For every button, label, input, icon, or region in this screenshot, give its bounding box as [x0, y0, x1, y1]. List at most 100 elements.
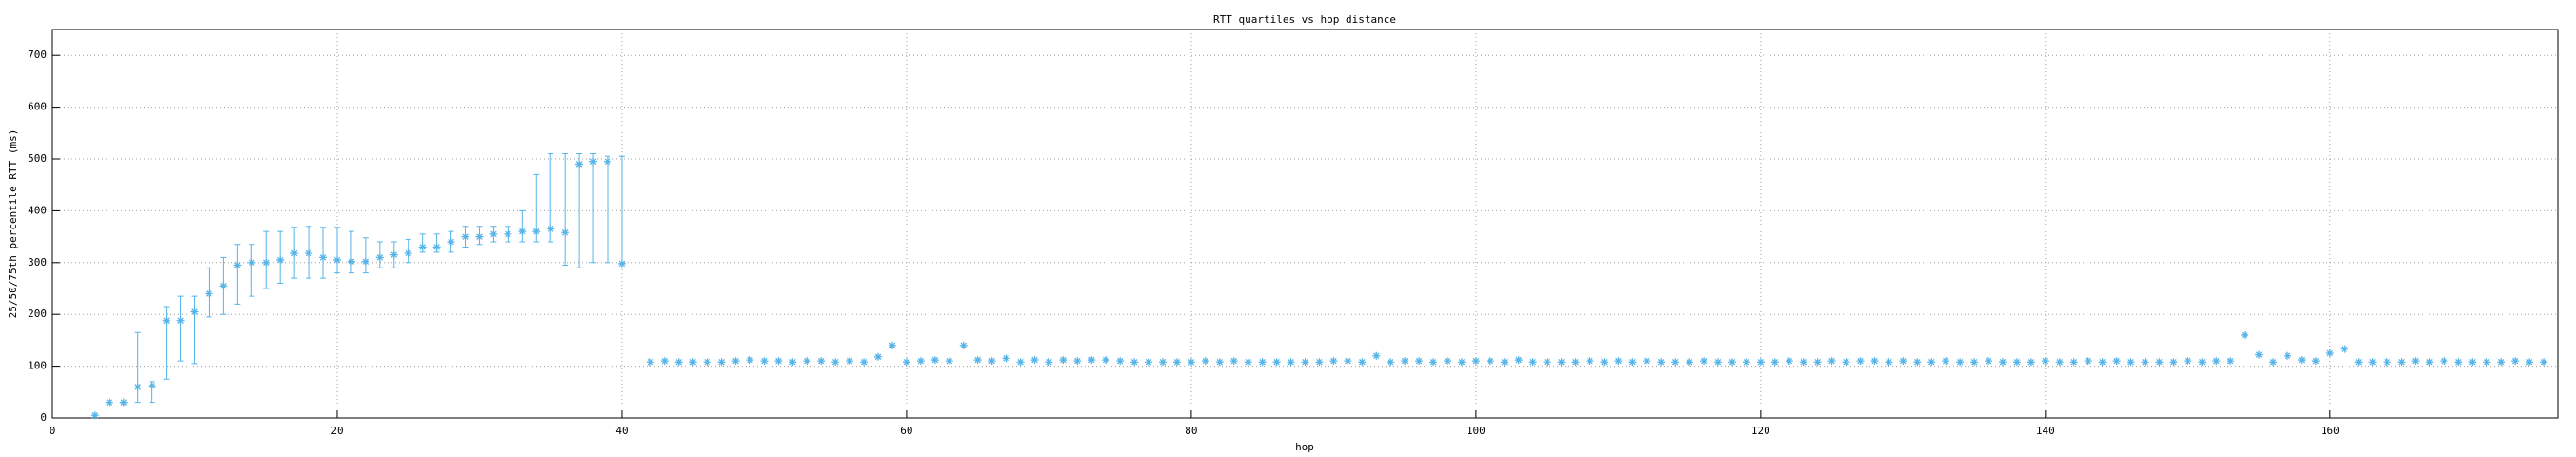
data-point	[2326, 349, 2334, 357]
data-point	[746, 356, 754, 365]
data-point	[319, 253, 328, 262]
data-point	[2340, 345, 2348, 353]
data-point	[2212, 357, 2221, 366]
y-tick-label: 200	[28, 308, 47, 320]
data-point	[930, 356, 939, 365]
x-tick-label: 140	[2036, 425, 2055, 437]
data-point	[389, 250, 398, 259]
data-point	[760, 357, 769, 366]
error-bar	[177, 295, 184, 362]
data-point	[1543, 358, 1551, 367]
data-point	[1913, 358, 1922, 367]
data-point	[1842, 358, 1850, 367]
data-point	[1030, 356, 1039, 365]
data-point	[1614, 357, 1623, 366]
data-point	[1514, 356, 1523, 365]
data-point	[1457, 358, 1466, 367]
data-point	[1628, 358, 1637, 367]
data-point	[1985, 357, 1993, 366]
data-point	[1756, 358, 1765, 367]
data-point	[1813, 358, 1822, 367]
data-point	[1187, 358, 1195, 367]
data-point	[1827, 357, 1836, 366]
data-point	[248, 258, 256, 267]
error-bar	[562, 153, 569, 267]
error-bar	[362, 237, 369, 274]
data-point	[2397, 358, 2406, 367]
data-point	[1557, 358, 1566, 367]
data-point	[332, 256, 341, 265]
y-tick-label: 100	[28, 360, 47, 372]
data-point	[190, 308, 199, 316]
data-point	[831, 358, 840, 367]
data-point	[1899, 357, 1907, 366]
data-point	[290, 249, 299, 258]
error-bar	[348, 230, 354, 274]
data-point	[902, 358, 910, 367]
data-point	[2454, 358, 2463, 367]
data-point	[418, 243, 427, 251]
data-point	[1215, 358, 1224, 367]
data-point	[1643, 357, 1651, 366]
data-point	[1956, 358, 1965, 367]
data-point	[1002, 354, 1010, 363]
data-point	[162, 316, 170, 325]
data-point	[532, 228, 541, 236]
data-point	[489, 229, 498, 238]
data-point	[361, 257, 369, 266]
data-point	[1443, 357, 1451, 366]
data-point	[2055, 358, 2064, 367]
data-point	[1372, 351, 1381, 360]
error-bar	[590, 153, 597, 264]
data-point	[945, 357, 953, 366]
data-point	[1059, 356, 1068, 365]
data-point	[1927, 358, 1936, 367]
data-point	[1116, 357, 1125, 366]
data-point	[1700, 357, 1708, 366]
data-point	[432, 243, 441, 251]
y-tick-label: 400	[28, 204, 47, 216]
data-point	[817, 357, 826, 366]
data-point	[2098, 358, 2107, 367]
data-point	[2511, 357, 2520, 366]
data-point	[1287, 358, 1295, 367]
data-point	[1258, 358, 1267, 367]
data-point	[2297, 356, 2306, 365]
data-point	[2383, 358, 2391, 367]
data-point	[1657, 358, 1666, 367]
x-tick-label: 40	[615, 425, 628, 437]
data-point	[916, 357, 925, 366]
data-point	[2255, 350, 2264, 359]
data-point	[604, 157, 612, 166]
data-point	[1244, 358, 1252, 367]
data-point	[1387, 358, 1395, 367]
data-point	[2169, 358, 2178, 367]
y-tick-label: 0	[40, 411, 47, 424]
data-point	[2127, 358, 2135, 367]
data-point	[2468, 358, 2477, 367]
data-point	[2269, 358, 2278, 367]
data-point	[276, 256, 285, 265]
data-point	[1145, 358, 1153, 367]
data-point	[375, 253, 384, 262]
data-point	[846, 357, 854, 366]
data-point	[2141, 358, 2149, 367]
chart-title: RTT quartiles vs hop distance	[1213, 13, 1396, 26]
error-bar	[191, 295, 198, 365]
data-point	[561, 228, 569, 237]
data-point	[973, 356, 982, 365]
data-point	[1742, 358, 1750, 367]
y-tick-label: 600	[28, 101, 47, 113]
data-point	[1942, 357, 1950, 366]
x-tick-label: 80	[1185, 425, 1197, 437]
data-point	[105, 398, 113, 407]
data-point	[731, 357, 740, 366]
data-point	[2440, 357, 2448, 366]
data-point	[959, 341, 968, 349]
data-point	[789, 358, 797, 367]
data-point	[1102, 356, 1110, 365]
data-point	[1272, 358, 1281, 367]
data-point	[2426, 358, 2434, 367]
data-point	[461, 232, 469, 241]
data-point	[660, 357, 669, 366]
